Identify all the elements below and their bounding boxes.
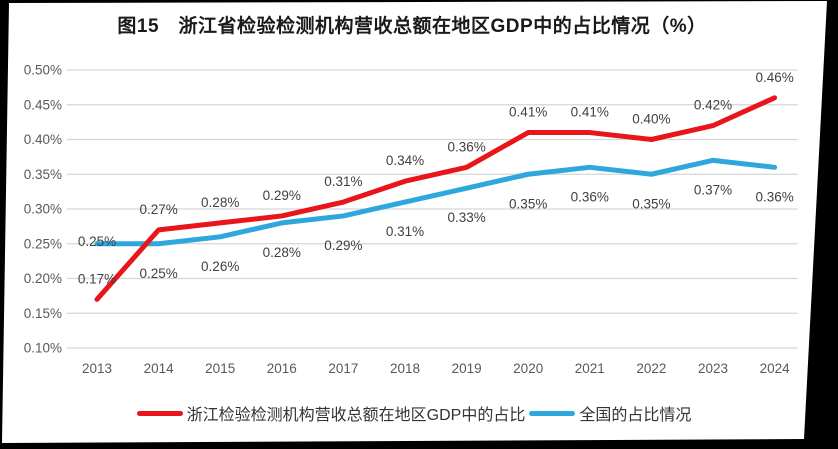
x-tick-label: 2016 bbox=[267, 361, 297, 376]
data-label-series-0: 0.41% bbox=[571, 105, 609, 120]
x-tick-label: 2018 bbox=[390, 361, 420, 376]
legend-line-swatch-national bbox=[529, 410, 576, 416]
data-label-series-0: 0.28% bbox=[201, 195, 239, 210]
x-tick-label: 2022 bbox=[636, 361, 666, 376]
chart-title: 图15 浙江省检验检测机构营收总额在地区GDP中的占比情况（%） bbox=[117, 16, 707, 37]
y-tick-label: 0.35% bbox=[24, 167, 62, 182]
data-label-series-1: 0.33% bbox=[447, 210, 485, 225]
x-tick-label: 2017 bbox=[328, 361, 358, 376]
data-label-series-0: 0.31% bbox=[324, 174, 362, 189]
y-tick-label: 0.30% bbox=[24, 202, 62, 217]
x-tick-label: 2020 bbox=[513, 361, 543, 376]
data-label-series-1: 0.25% bbox=[78, 234, 116, 249]
legend-label-zhejiang: 浙江检验检测机构营收总额在地区GDP中的占比 bbox=[186, 407, 526, 424]
y-tick-label: 0.10% bbox=[24, 341, 62, 356]
x-tick-label: 2023 bbox=[698, 361, 728, 376]
data-label-series-0: 0.27% bbox=[139, 202, 177, 217]
x-tick-label: 2021 bbox=[575, 361, 605, 376]
legend-item-national: 全国的占比情况 bbox=[529, 401, 691, 425]
data-label-series-0: 0.17% bbox=[78, 271, 116, 286]
data-label-series-1: 0.31% bbox=[386, 224, 424, 239]
data-label-series-1: 0.35% bbox=[632, 196, 670, 211]
x-tick-label: 2019 bbox=[452, 361, 482, 376]
legend-label-national: 全国的占比情况 bbox=[579, 407, 692, 424]
data-label-series-0: 0.29% bbox=[263, 188, 301, 203]
data-label-series-1: 0.29% bbox=[324, 238, 362, 253]
data-label-series-0: 0.42% bbox=[694, 98, 732, 113]
series-line-1 bbox=[94, 157, 778, 247]
data-label-series-0: 0.41% bbox=[509, 105, 547, 120]
data-label-series-0: 0.36% bbox=[447, 139, 485, 154]
data-label-series-0: 0.34% bbox=[386, 153, 424, 168]
data-label-series-1: 0.36% bbox=[571, 189, 609, 204]
y-tick-label: 0.50% bbox=[24, 63, 62, 78]
x-tick-label: 2013 bbox=[82, 361, 112, 376]
y-tick-label: 0.25% bbox=[24, 236, 62, 251]
legend-line-swatch-zhejiang bbox=[136, 410, 183, 416]
legend-item-zhejiang: 浙江检验检测机构营收总额在地区GDP中的占比 bbox=[136, 401, 526, 425]
legend: 浙江检验检测机构营收总额在地区GDP中的占比 全国的占比情况 bbox=[2, 401, 827, 425]
y-tick-label: 0.15% bbox=[24, 306, 62, 321]
y-tick-label: 0.20% bbox=[24, 271, 62, 286]
data-label-series-1: 0.35% bbox=[509, 196, 547, 211]
y-tick-label: 0.45% bbox=[24, 97, 62, 112]
data-label-series-0: 0.40% bbox=[632, 112, 670, 127]
data-label-series-1: 0.28% bbox=[263, 245, 301, 260]
x-tick-label: 2014 bbox=[144, 361, 175, 376]
data-label-series-0: 0.46% bbox=[755, 70, 793, 85]
x-tick-label: 2015 bbox=[205, 361, 235, 376]
x-tick-label: 2024 bbox=[760, 361, 791, 376]
data-label-series-1: 0.36% bbox=[755, 189, 793, 204]
series-line-0 bbox=[94, 95, 778, 302]
data-label-series-1: 0.26% bbox=[201, 259, 239, 274]
y-tick-label: 0.40% bbox=[24, 132, 62, 147]
data-label-series-1: 0.25% bbox=[139, 266, 177, 281]
data-label-series-1: 0.37% bbox=[694, 182, 732, 197]
